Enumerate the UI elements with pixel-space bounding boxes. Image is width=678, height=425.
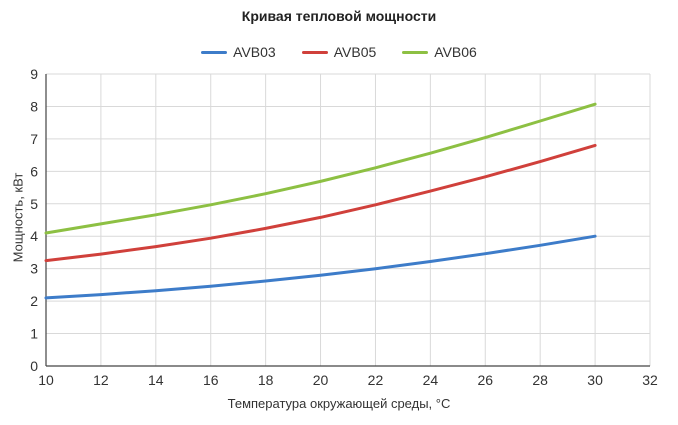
y-tick-label: 5 <box>30 196 38 212</box>
x-tick-label: 32 <box>642 372 658 388</box>
y-tick-label: 0 <box>30 358 38 374</box>
series-line-avb06 <box>44 102 597 235</box>
y-tick-label: 2 <box>30 293 38 309</box>
x-axis-label: Температура окружающей среды, °С <box>227 396 451 411</box>
y-tick-label: 6 <box>30 163 38 179</box>
x-tick-label: 10 <box>38 372 54 388</box>
x-tick-label: 30 <box>587 372 603 388</box>
y-axis-label: Мощность, кВт <box>10 172 26 263</box>
x-tick-label: 26 <box>477 372 493 388</box>
series-line-avb03 <box>44 234 597 300</box>
legend-swatch <box>402 50 429 54</box>
x-tick-label: 14 <box>148 372 164 388</box>
legend-label: AVB05 <box>333 44 377 60</box>
x-tick-label: 28 <box>532 372 548 388</box>
legend-item-avb06: AVB06 <box>402 44 477 60</box>
x-tick-label: 16 <box>203 372 219 388</box>
x-tick-label: 24 <box>423 372 439 388</box>
y-tick-label: 8 <box>30 98 38 114</box>
y-tick-label: 1 <box>30 326 38 342</box>
y-tick-label: 7 <box>30 131 38 147</box>
legend-swatch <box>301 50 328 54</box>
y-tick-label: 3 <box>30 261 38 277</box>
y-tick-label: 4 <box>30 228 38 244</box>
x-tick-label: 22 <box>368 372 384 388</box>
chart-title: Кривая тепловой мощности <box>241 8 437 24</box>
legend-label: AVB06 <box>434 44 477 60</box>
legend-label: AVB03 <box>233 44 276 60</box>
chart-legend: AVB03 AVB05 AVB06 <box>0 44 678 60</box>
legend-item-avb03: AVB03 <box>201 44 276 60</box>
x-tick-label: 18 <box>258 372 274 388</box>
series-line-avb05 <box>44 143 597 263</box>
legend-swatch <box>201 50 228 54</box>
legend-item-avb05: AVB05 <box>301 44 377 60</box>
y-tick-label: 9 <box>30 66 38 82</box>
x-tick-label: 12 <box>93 372 109 388</box>
x-tick-label: 20 <box>313 372 329 388</box>
